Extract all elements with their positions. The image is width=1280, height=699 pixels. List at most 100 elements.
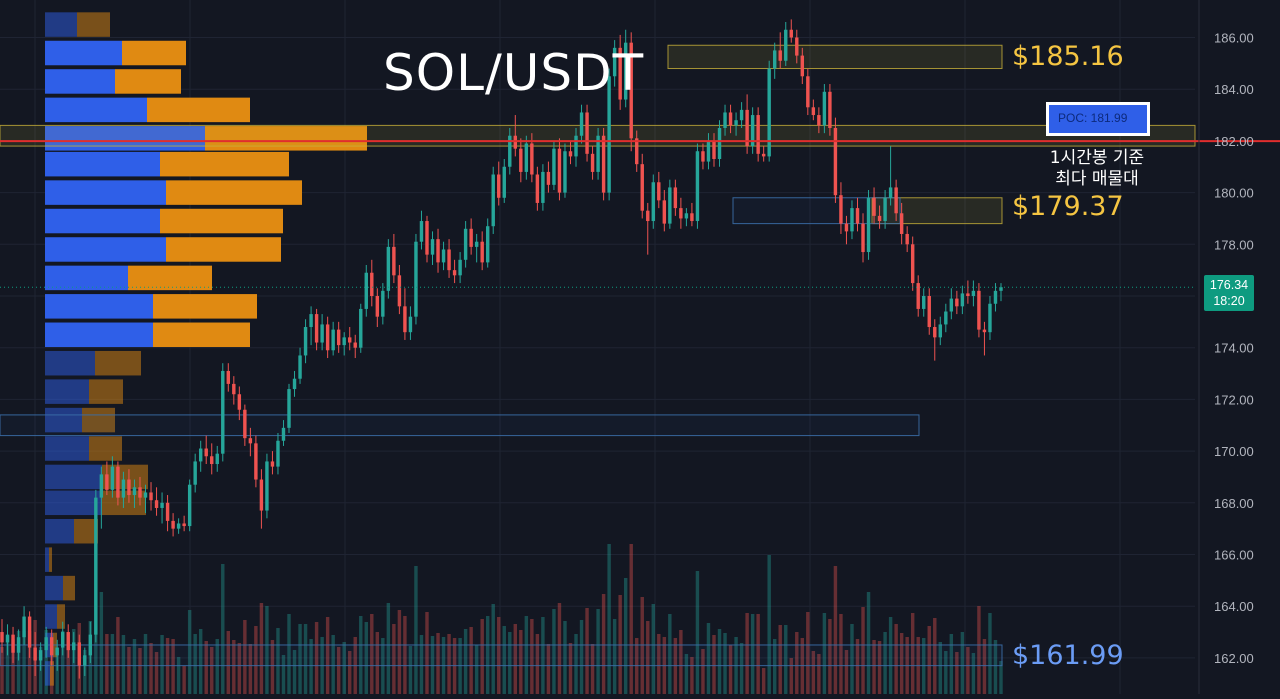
candle-body (872, 197, 876, 216)
volume-bar (5, 636, 10, 694)
y-tick-label: 182.00 (1214, 134, 1254, 149)
volume-bar (27, 631, 32, 694)
candle-body (734, 120, 738, 126)
volume-bar (789, 658, 793, 694)
poc-note-line2: 최다 매물대 (1055, 169, 1139, 189)
volume-bar (806, 612, 810, 694)
candle-body (535, 174, 540, 203)
candle-body (215, 453, 219, 465)
volume-bar (701, 649, 705, 694)
volume-bar (728, 645, 733, 694)
candle-body (61, 632, 65, 648)
volume-bar (651, 604, 655, 694)
candle-body (348, 337, 352, 343)
volume-bar (988, 613, 992, 694)
volume-bar (508, 632, 512, 694)
profile-buy-bar (45, 490, 102, 516)
candle-body (72, 642, 76, 651)
level-layer (0, 140, 1280, 288)
profile-sell-bar (122, 40, 186, 66)
candle-body (938, 324, 942, 338)
candle-body (237, 394, 242, 410)
profile-sell-bar (82, 407, 115, 433)
volume-bar (524, 616, 529, 694)
profile-buy-bar (45, 436, 89, 461)
candle-body (640, 164, 644, 211)
volume-bar (607, 544, 611, 694)
candle-body (750, 115, 755, 147)
candle-body (739, 109, 744, 121)
volume-bar (684, 654, 689, 694)
price-zone (0, 414, 920, 437)
volume-bar (750, 614, 755, 694)
candle-body (772, 50, 777, 69)
candle-body (392, 246, 396, 276)
candle-body (519, 148, 523, 172)
volume-bar (811, 651, 816, 694)
volume-bar (546, 644, 551, 694)
candle-body (386, 246, 391, 291)
candle-body (210, 456, 214, 465)
y-tick-label: 180.00 (1214, 186, 1254, 201)
candle-body (833, 127, 838, 196)
candle-body (933, 327, 937, 338)
candle-layer (0, 19, 1003, 679)
candle-body (530, 143, 534, 175)
volume-bar (761, 668, 766, 694)
candle-body (38, 650, 43, 661)
volume-bar (22, 631, 26, 694)
candle-body (717, 127, 722, 159)
candle-body (485, 226, 490, 263)
candle-body (154, 500, 159, 508)
profile-sell-bar (89, 379, 123, 404)
candle-body (221, 370, 225, 454)
candle-body (695, 151, 700, 222)
price-axis[interactable]: 186.00184.00182.00180.00178.00176.00174.… (1198, 0, 1254, 694)
candle-body (447, 249, 451, 271)
candle-body (292, 378, 297, 390)
volume-bar (292, 650, 297, 694)
volume-bar (193, 634, 197, 694)
profile-sell-bar (147, 97, 250, 123)
profile-sell-bar (160, 208, 283, 234)
candle-body (999, 287, 1003, 291)
volume-bar (888, 617, 893, 694)
volume-bar (993, 640, 998, 694)
candle-body (618, 47, 622, 100)
volume-bar (254, 626, 258, 694)
candle-body (176, 523, 181, 529)
candle-body (425, 221, 429, 255)
volume-bar (403, 616, 407, 694)
candle-body (430, 239, 435, 255)
candle-body (375, 296, 380, 317)
candle-body (182, 523, 186, 527)
profile-buy-bar (45, 604, 57, 629)
volume-bar (982, 639, 987, 694)
volume-bar (474, 645, 479, 694)
profile-buy-bar (45, 464, 102, 490)
volume-bar (105, 634, 109, 694)
candle-body (364, 272, 368, 309)
candle-body (276, 440, 280, 467)
volume-bar (232, 640, 236, 694)
volume-bar (0, 647, 4, 694)
volume-bar (502, 626, 506, 694)
candle-body (226, 370, 231, 384)
volume-bar (944, 651, 948, 694)
y-tick-label: 168.00 (1214, 496, 1254, 511)
volume-bar (552, 609, 556, 694)
volume-bar (348, 651, 352, 694)
profile-buy-bar (45, 151, 160, 177)
candle-body (949, 298, 954, 312)
candle-body (844, 223, 849, 232)
candle-body (706, 140, 711, 162)
poc-note: 1시간봉 기준 최다 매물대 (1032, 148, 1162, 190)
volume-bar (342, 642, 346, 694)
bar-countdown: 18:20 (1213, 294, 1245, 309)
level-label: $179.37 (1012, 190, 1124, 222)
y-tick-label: 172.00 (1214, 392, 1254, 407)
candle-body (568, 151, 573, 157)
volume-bar (977, 606, 981, 694)
volume-bar (772, 639, 777, 694)
